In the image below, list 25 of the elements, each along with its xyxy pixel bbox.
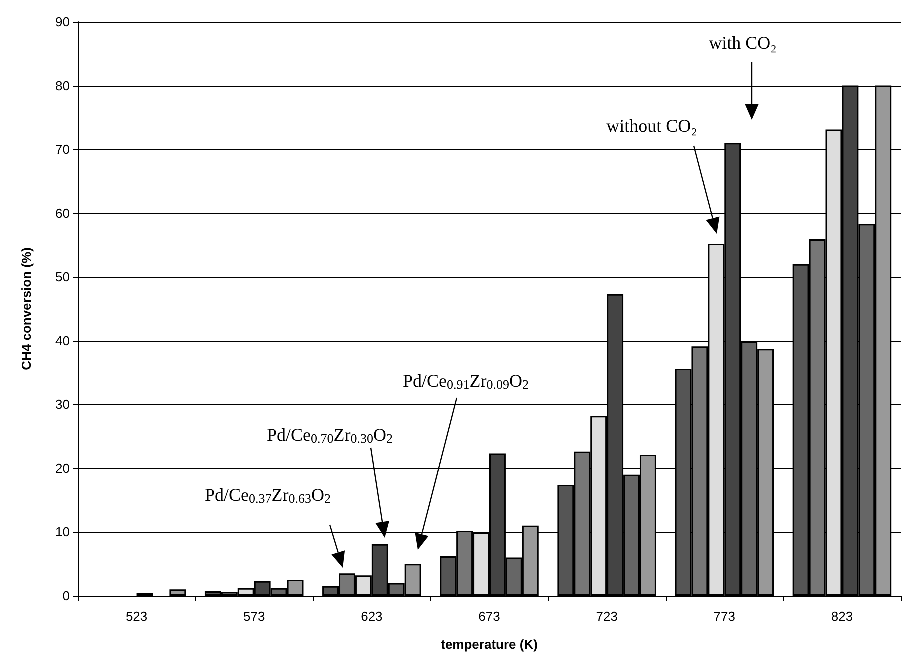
annotation: with CO₂ xyxy=(709,33,777,54)
bar xyxy=(170,590,186,596)
annotation: Pd/Ce$_{0.37}$Zr$_{0.63}$O$_{2}$ xyxy=(204,485,332,506)
x-tick-label: 623 xyxy=(361,609,383,624)
x-tick-label: 773 xyxy=(714,609,736,624)
y-tick-label: 60 xyxy=(56,206,70,221)
annotation: Pd/Ce$_{0.70}$Zr$_{0.30}$O$_{2}$ xyxy=(266,425,394,446)
x-tick-label: 523 xyxy=(126,609,148,624)
y-tick-label: 30 xyxy=(56,397,70,412)
y-tick-label: 0 xyxy=(62,588,70,604)
y-tick-label: 50 xyxy=(56,270,70,285)
x-tick-label: 823 xyxy=(831,609,854,624)
y-axis-title: CH4 conversion (%) xyxy=(19,248,34,370)
y-tick-label: 20 xyxy=(56,460,70,476)
x-tick-label: 723 xyxy=(596,609,618,624)
y-tick-label: 80 xyxy=(56,78,70,94)
annotation: without CO₂ xyxy=(606,116,698,136)
y-tick-label: 10 xyxy=(56,524,70,540)
x-axis-title: temperature (K) xyxy=(441,637,538,652)
y-tick-label: 40 xyxy=(56,333,70,348)
annotation: Pd/Ce$_{0.91}$Zr$_{0.09}$O$_{2}$ xyxy=(402,371,530,392)
x-tick-label: 673 xyxy=(478,609,500,624)
x-tick-label: 573 xyxy=(244,609,266,624)
y-tick-label: 90 xyxy=(56,14,70,30)
y-tick-label: 70 xyxy=(56,142,70,158)
